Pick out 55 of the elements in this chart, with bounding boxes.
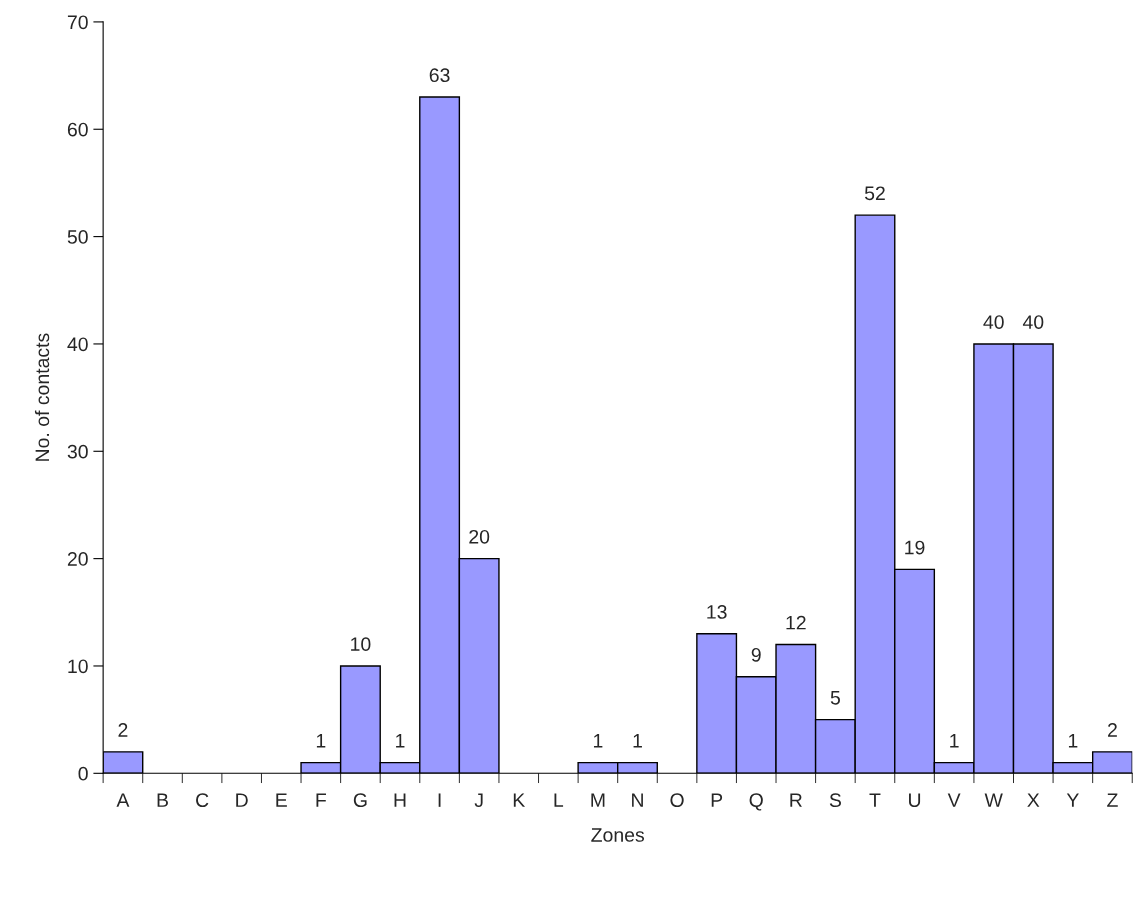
x-tick-label: E [276, 793, 287, 807]
x-tick-label: G [353, 793, 367, 808]
y-tick-label: 50 [67, 230, 88, 244]
data-label: 5 [830, 691, 840, 705]
x-tick-label: P [711, 793, 723, 807]
x-tick-label: J [474, 793, 483, 808]
x-tick-label: Q [749, 793, 763, 811]
x-tick-label: R [790, 793, 802, 807]
x-tick-label: B [157, 793, 168, 807]
x-tick-label: C [196, 793, 209, 808]
data-label: 10 [351, 637, 371, 652]
y-tick-label: 60 [67, 122, 88, 137]
x-tick-label: M [591, 793, 605, 807]
data-label: 52 [864, 186, 885, 201]
y-tick-label: 20 [67, 552, 88, 566]
y-tick-label: 0 [78, 766, 88, 781]
x-tick-label: A [116, 793, 130, 807]
y-tick-label: 40 [67, 337, 88, 352]
x-tick-label: N [632, 793, 643, 807]
x-tick-label: L [554, 793, 564, 807]
x-tick-label: D [236, 793, 248, 807]
data-label: 40 [1022, 315, 1044, 329]
x-axis-title: Zones [591, 828, 645, 842]
x-tick-label: X [1027, 793, 1040, 807]
x-tick-label: V [947, 793, 961, 807]
x-tick-label: W [984, 793, 1003, 807]
y-tick-label: 30 [67, 444, 88, 459]
data-label: 9 [751, 647, 761, 662]
x-tick-label: H [394, 793, 406, 807]
y-tick-label: 70 [67, 15, 88, 30]
data-label: 1 [950, 734, 959, 748]
data-label: 1 [396, 734, 405, 748]
x-tick-label: K [513, 793, 526, 807]
data-label: 19 [905, 540, 925, 555]
data-label: 2 [1108, 723, 1117, 737]
data-label: 1 [1068, 734, 1078, 748]
y-axis-title: No. of contacts [34, 333, 50, 461]
x-tick-label: I [438, 793, 441, 807]
y-tick-label: 10 [68, 659, 88, 674]
x-tick-label: T [869, 793, 881, 807]
data-label: 2 [118, 723, 128, 737]
data-label: 63 [429, 68, 450, 83]
data-label: 20 [469, 529, 490, 544]
x-tick-label: S [829, 793, 841, 808]
x-tick-label: F [316, 793, 326, 807]
data-label: 12 [786, 615, 806, 630]
data-label: 1 [316, 734, 326, 748]
x-tick-label: O [670, 793, 684, 808]
data-label: 1 [593, 734, 603, 748]
data-label: 1 [633, 734, 642, 748]
x-tick-label: Y [1066, 793, 1079, 807]
data-label: 40 [983, 315, 1004, 329]
x-tick-label: Z [1107, 793, 1118, 807]
data-label: 13 [707, 605, 727, 619]
x-tick-label: U [909, 793, 921, 808]
